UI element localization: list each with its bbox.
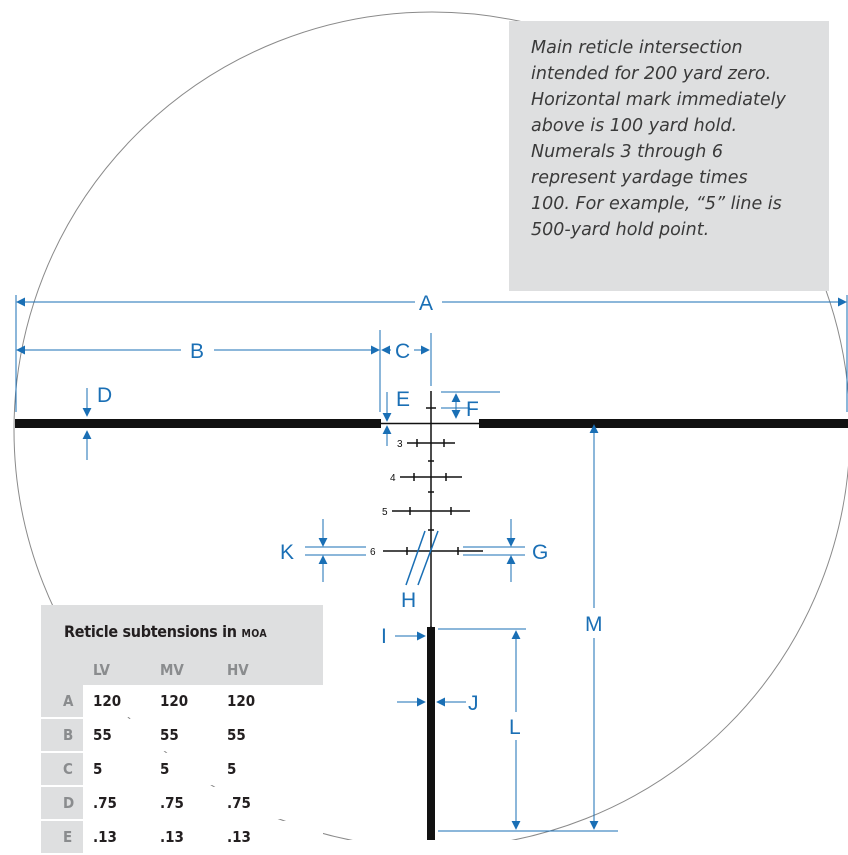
cell: 55: [227, 726, 246, 744]
cell: 5: [160, 760, 170, 778]
note-line: represent yardage times: [531, 168, 748, 188]
row-label: D: [41, 787, 83, 819]
note-line: Main reticle intersection: [531, 38, 743, 58]
label-f: F: [466, 398, 479, 421]
table-header-row: LV MV HV: [41, 655, 323, 685]
note-line: 100. For example, “5” line is: [531, 194, 782, 214]
row-label: B: [41, 719, 83, 751]
cell: .13: [93, 828, 117, 846]
label-l: L: [509, 716, 521, 739]
range-numeral-3: 3: [397, 439, 403, 450]
label-e: E: [396, 388, 410, 411]
label-m: M: [585, 613, 603, 636]
note-panel: Main reticle intersection intended for 2…: [509, 21, 829, 291]
range-numeral-4: 4: [390, 473, 396, 484]
range-line-4: [400, 473, 462, 481]
table-row: A 120 120 120: [41, 685, 323, 717]
label-c: C: [395, 340, 410, 363]
cell: 5: [93, 760, 103, 778]
range-line-6: [383, 547, 483, 555]
right-thick-post: [479, 419, 848, 428]
field-of-view-circle: [13, 11, 848, 840]
cell: 120: [93, 692, 122, 710]
range-line-5: [392, 507, 470, 515]
label-h: H: [401, 589, 416, 612]
table-row: B 55 55 55: [41, 719, 323, 751]
range-line-3: [407, 439, 455, 447]
cell: .75: [227, 794, 251, 812]
cell: 55: [160, 726, 179, 744]
label-a: A: [419, 292, 433, 315]
range-numeral-6: 6: [370, 547, 376, 558]
column-header-mv: MV: [160, 661, 184, 679]
label-b: B: [190, 340, 204, 363]
row-label: E: [41, 821, 83, 853]
label-k: K: [280, 541, 294, 564]
note-line: 500-yard hold point.: [531, 220, 710, 240]
left-thick-post: [15, 419, 381, 428]
label-d: D: [97, 384, 112, 407]
cell: .75: [93, 794, 117, 812]
dimension-h-lines: [405, 530, 439, 586]
note-line: Numerals 3 through 6: [531, 142, 723, 162]
bottom-post-taper: [427, 625, 435, 634]
label-j: J: [468, 692, 479, 715]
label-i: I: [381, 625, 387, 648]
row-label: C: [41, 753, 83, 785]
bottom-thick-post: [427, 627, 435, 840]
note-line: Horizontal mark immediately: [531, 90, 786, 110]
label-g: G: [532, 541, 548, 564]
row-label: A: [41, 685, 83, 717]
table-title-text: Reticle subtensions in: [64, 622, 237, 641]
note-line: intended for 200 yard zero.: [531, 64, 772, 84]
cell: 5: [227, 760, 237, 778]
subtension-table: Reticle subtensions in moa LV MV HV A 12…: [41, 605, 323, 855]
column-header-lv: LV: [93, 661, 110, 679]
cell: .75: [160, 794, 184, 812]
range-numeral-5: 5: [382, 507, 388, 518]
table-title-unit: moa: [241, 628, 268, 640]
cell: .13: [160, 828, 184, 846]
table-title: Reticle subtensions in moa: [41, 605, 323, 655]
table-row: E .13 .13 .13: [41, 821, 323, 853]
cell: 120: [160, 692, 189, 710]
table-row: D .75 .75 .75: [41, 787, 323, 819]
column-header-hv: HV: [227, 661, 249, 679]
cell: .13: [227, 828, 251, 846]
cell: 120: [227, 692, 256, 710]
table-row: C 5 5 5: [41, 753, 323, 785]
note-line: above is 100 yard hold.: [531, 116, 738, 136]
cell: 55: [93, 726, 112, 744]
